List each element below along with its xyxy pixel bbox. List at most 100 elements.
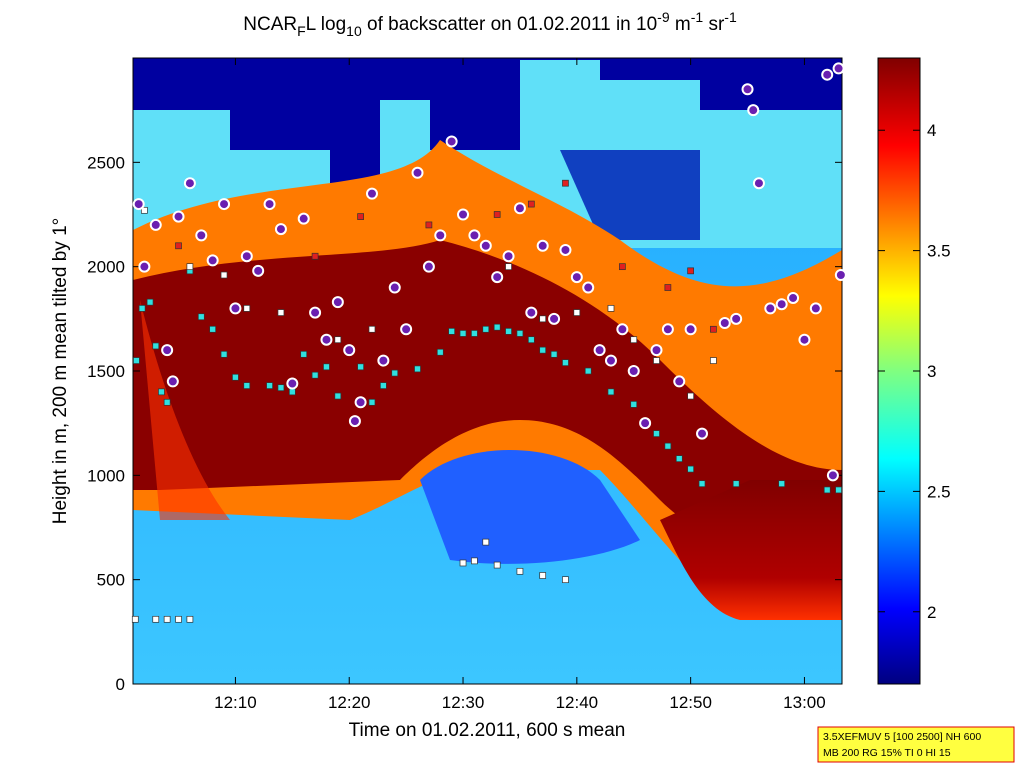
marker [311, 252, 319, 260]
x-tick-label: 12:50 [669, 693, 712, 712]
marker [471, 557, 478, 565]
marker [607, 388, 615, 396]
marker [277, 384, 285, 392]
marker [152, 342, 160, 350]
x-tick-label: 12:30 [442, 693, 485, 712]
y-tick-label: 2000 [87, 258, 125, 277]
marker [274, 223, 287, 236]
marker [616, 323, 629, 336]
marker [630, 401, 638, 408]
marker [163, 615, 171, 623]
marker [826, 469, 839, 482]
marker [627, 365, 640, 377]
title-part: NCAR [243, 14, 297, 35]
title-part: m [670, 14, 691, 35]
marker [710, 325, 717, 333]
marker [536, 239, 549, 252]
marker [183, 177, 196, 190]
marker [368, 325, 376, 333]
marker [593, 344, 606, 357]
marker [365, 187, 378, 200]
marker [220, 271, 228, 279]
marker [320, 333, 333, 346]
marker [604, 354, 617, 367]
y-tick-label: 1500 [87, 362, 125, 381]
marker [832, 62, 845, 75]
marker [240, 250, 253, 263]
marker [357, 213, 364, 220]
marker [479, 239, 492, 252]
title-part: of backscatter on 01.02.2011 in 10 [362, 14, 657, 35]
marker [710, 357, 717, 364]
marker [186, 263, 194, 271]
marker [482, 538, 490, 546]
marker [448, 328, 456, 335]
marker [548, 312, 561, 325]
marker [277, 309, 285, 316]
marker [391, 369, 399, 377]
marker [146, 298, 154, 306]
marker [778, 480, 786, 488]
x-axis-label: Time on 01.02.2011, 600 s mean [349, 720, 626, 741]
marker [343, 344, 356, 357]
marker [380, 382, 387, 389]
info-box [817, 726, 1015, 763]
marker [388, 281, 401, 294]
marker [559, 243, 572, 256]
marker [718, 317, 731, 330]
marker [730, 312, 743, 325]
marker [653, 357, 660, 364]
marker [809, 302, 822, 315]
marker [539, 572, 547, 579]
marker [288, 388, 296, 396]
x-tick-label: 12:40 [556, 693, 599, 712]
marker [368, 398, 376, 406]
marker [138, 305, 146, 312]
y-tick-label: 500 [97, 571, 125, 590]
marker [425, 221, 433, 229]
y-axis-label: Height in m, 200 m mean tilted by 1° [50, 218, 71, 524]
marker [661, 323, 674, 336]
marker [687, 392, 694, 400]
marker [309, 306, 322, 319]
marker [516, 567, 524, 575]
y-tick-label: 2500 [87, 153, 125, 172]
marker [539, 346, 547, 354]
marker [732, 480, 740, 488]
marker [158, 388, 165, 396]
marker [619, 263, 626, 271]
colorbar-tick-label: 2.5 [927, 482, 951, 501]
marker [161, 344, 174, 357]
marker [300, 350, 308, 358]
marker [354, 396, 367, 409]
marker [570, 271, 583, 284]
marker [684, 323, 697, 336]
title-part: -1 [724, 9, 737, 25]
marker [539, 315, 547, 323]
marker [493, 323, 501, 331]
marker [525, 306, 538, 319]
x-tick-label: 12:10 [214, 693, 257, 712]
marker [505, 328, 512, 335]
title-part: 10 [346, 23, 362, 39]
marker [132, 198, 145, 211]
marker [493, 561, 501, 569]
y-tick-label: 1000 [87, 466, 125, 485]
marker [445, 135, 458, 148]
marker [457, 208, 470, 221]
marker [323, 363, 330, 371]
marker [334, 392, 342, 400]
marker [482, 325, 490, 333]
heatmap [133, 58, 842, 684]
x-tick-label: 12:20 [328, 693, 371, 712]
marker [527, 336, 535, 344]
marker [573, 309, 581, 316]
marker [471, 330, 478, 337]
title-part: L log [306, 14, 347, 35]
colorbar-tick-label: 3.5 [927, 242, 951, 261]
marker [459, 559, 467, 567]
marker [562, 576, 569, 584]
marker [764, 302, 777, 315]
marker [400, 323, 413, 336]
marker [798, 333, 811, 346]
